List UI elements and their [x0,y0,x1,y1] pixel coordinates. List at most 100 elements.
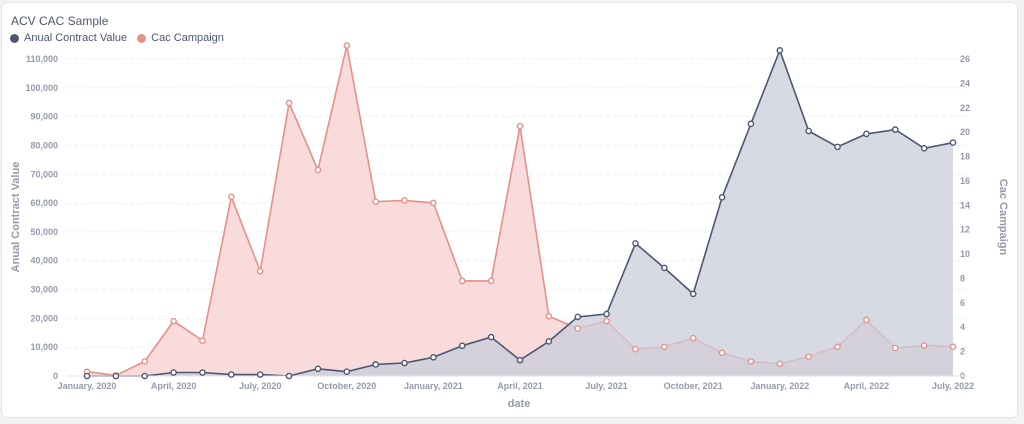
point-acv [343,368,351,375]
point-acv [747,120,755,128]
x-tick-label: April, 2020 [151,381,197,391]
point-cac [401,197,408,204]
point-acv [920,145,928,152]
x-tick-label: July, 2021 [585,381,627,391]
x-tick-label: October, 2021 [664,381,723,391]
point-cac [689,334,697,342]
point-cac [516,122,524,130]
legend-item-acv[interactable]: Anual Contract Value [10,32,127,44]
point-cac [805,353,812,360]
x-tick-label: July, 2022 [932,381,974,391]
x-tick-label: April, 2022 [844,381,890,391]
point-acv [545,338,553,345]
y-right-tick-label: 24 [960,78,970,88]
point-acv [487,333,495,341]
point-cac [314,166,322,174]
point-cac [891,344,899,352]
point-cac [256,267,264,275]
point-acv [256,371,264,378]
y-left-tick-label: 20,000 [30,313,58,323]
point-acv [891,126,899,133]
point-acv [834,143,841,151]
y-right-tick-label: 4 [960,322,965,332]
y-left-tick-label: 110,000 [26,54,58,64]
y-right-tick-label: 18 [960,152,970,162]
point-acv [170,369,177,376]
point-cac [343,42,351,49]
y-right-tick-label: 26 [960,54,970,64]
point-acv [112,372,120,380]
point-acv [603,310,610,318]
point-acv [430,353,437,361]
legend-label-cac: Cac Campaign [151,32,224,44]
area-acv [87,50,953,377]
point-acv [632,240,639,247]
point-acv [718,194,726,201]
point-cac [430,199,437,207]
legend-item-cac[interactable]: Cac Campaign [137,32,224,44]
point-acv [285,372,293,380]
y-right-tick-label: 2 [960,347,965,357]
y-right-tick-label: 14 [960,200,970,210]
point-acv [314,365,322,373]
legend-label-acv: Anual Contract Value [24,32,128,44]
point-acv [83,372,91,380]
point-acv [516,356,524,364]
point-acv [458,342,466,350]
x-axis-title: date [508,398,531,410]
legend: Anual Contract Value Cac Campaign [10,32,224,44]
legend-dot-cac [137,33,147,43]
area-cac [87,45,953,376]
point-cac [920,342,928,349]
point-acv [141,372,149,380]
point-cac [949,343,957,351]
point-cac [199,337,206,344]
point-acv [199,369,206,376]
y-left-axis-title: Anual Contract Value [10,162,22,273]
x-tick-label: October, 2020 [317,381,376,391]
point-acv [863,130,870,138]
x-tick-label: July, 2020 [239,381,281,391]
point-cac [545,312,553,320]
point-cac [487,277,495,285]
point-cac [228,193,235,201]
y-left-tick-label: 0 [53,371,58,381]
y-left-tick-label: 50,000 [30,227,58,237]
point-cac [661,343,668,351]
point-acv [689,290,697,298]
y-right-tick-label: 10 [960,249,970,259]
point-cac [863,316,870,324]
y-left-tick-label: 80,000 [30,140,58,150]
y-left-tick-label: 10,000 [30,342,58,352]
x-tick-label: January, 2020 [58,381,117,391]
x-tick-label: January, 2021 [404,381,463,391]
point-cac [458,277,466,285]
y-left-tick-label: 40,000 [30,256,58,266]
point-acv [228,371,235,378]
point-cac [834,343,841,351]
point-acv [574,313,582,321]
x-tick-label: April, 2021 [497,381,543,391]
y-right-tick-label: 12 [960,225,970,235]
point-acv [776,47,784,54]
y-left-tick-label: 100,000 [25,83,58,93]
point-cac [603,317,610,325]
point-cac [574,325,582,332]
chart-title[interactable]: ACV CAC Sample [11,14,109,28]
y-left-tick-label: 90,000 [30,112,58,122]
point-cac [776,360,784,368]
point-cac [285,99,293,107]
point-cac [141,358,149,365]
point-acv [661,264,668,272]
point-acv [805,127,812,135]
point-cac [718,349,726,357]
y-right-tick-label: 22 [960,103,970,113]
y-right-tick-label: 6 [960,298,965,308]
point-cac [747,358,755,365]
point-acv [401,359,408,367]
y-left-tick-label: 70,000 [30,169,58,179]
y-right-tick-label: 8 [960,273,965,283]
point-cac [372,198,379,205]
x-tick-label: January, 2022 [750,381,809,391]
